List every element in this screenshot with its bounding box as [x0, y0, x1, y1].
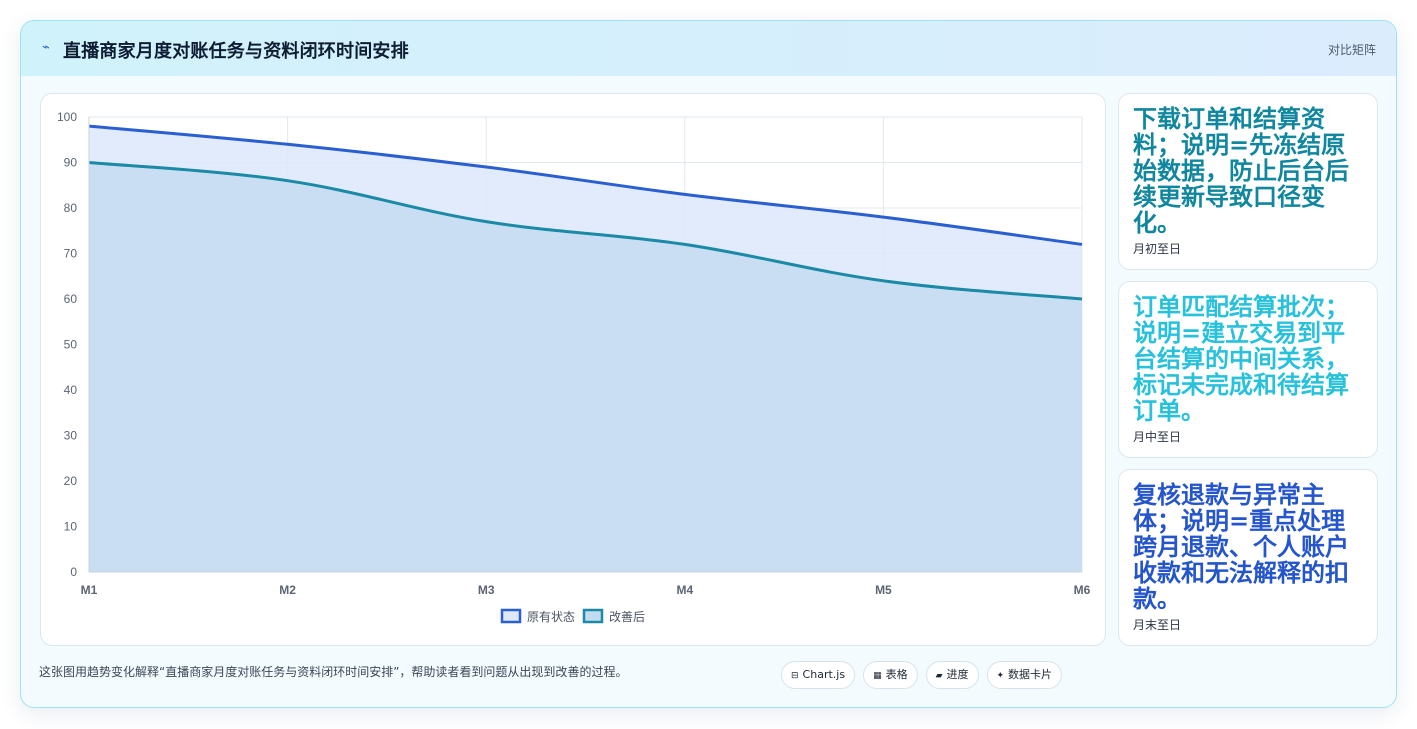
y-tick-label: 60 — [64, 292, 78, 306]
x-tick-label: M4 — [676, 583, 693, 597]
legend-swatch — [500, 608, 522, 624]
main-card: ⌁ 直播商家月度对账任务与资料闭环时间安排 对比矩阵 0 10 20 30 40 50 60… — [20, 20, 1397, 708]
y-tick-label: 40 — [64, 383, 78, 397]
y-tick-label: 10 — [64, 520, 78, 534]
x-tick-label: M1 — [81, 583, 98, 597]
chip-progress[interactable]: ▰ 进度 — [925, 661, 979, 689]
side-card-1: 下载订单和结算资料；说明=先冻结原始数据，防止后台后续更新导致口径变化。 月初至… — [1118, 93, 1378, 270]
chart-panel: 0 10 20 30 40 50 60 70 80 90 100 M1 M2 M3 M4 M5 M6 原有状态 改善… — [40, 93, 1106, 646]
chip-label: 表格 — [885, 668, 908, 681]
chart-icon: ⊟ — [791, 671, 799, 681]
x-tick-label: M2 — [279, 583, 296, 597]
series-line-1 — [88, 124, 1083, 246]
area-chart: 0 10 20 30 40 50 60 70 80 90 100 M1 M2 M3 M4 M5 M6 原有状态 改善… — [57, 110, 1091, 624]
chip-label: 数据卡片 — [1008, 668, 1053, 681]
chip-chartjs[interactable]: ⊟ Chart.js — [781, 661, 856, 689]
side-card-date: 月末至日 — [1133, 618, 1182, 632]
side-card-3: 复核退款与异常主体；说明=重点处理跨月退款、个人账户收款和无法解释的扣款。 月末… — [1118, 469, 1378, 646]
page-title: 直播商家月度对账任务与资料闭环时间安排 — [63, 41, 409, 62]
y-tick-label: 100 — [57, 110, 77, 124]
compare-matrix-link[interactable]: 对比矩阵 — [1327, 43, 1376, 57]
side-card-date: 月初至日 — [1133, 242, 1182, 256]
data-card-icon: ✦ — [996, 671, 1005, 681]
progress-icon: ▰ — [935, 671, 943, 681]
side-card-text: 下载订单和结算资料；说明=先冻结原始数据，防止后台后续更新导致口径变化。 — [1133, 105, 1349, 237]
legend-swatch — [582, 608, 604, 624]
table-icon: ▦ — [873, 671, 882, 681]
y-tick-label: 50 — [64, 338, 78, 352]
legend-label: 原有状态 — [527, 610, 575, 624]
chip-data-card[interactable]: ✦ 数据卡片 — [986, 661, 1063, 689]
chip-table[interactable]: ▦ 表格 — [863, 661, 918, 689]
x-tick-label: M6 — [1074, 583, 1091, 597]
chip-label: 进度 — [946, 668, 969, 681]
y-tick-label: 70 — [64, 247, 78, 261]
x-tick-label: M5 — [875, 583, 892, 597]
chip-label: Chart.js — [802, 668, 846, 681]
side-card-2: 订单匹配结算批次；说明=建立交易到平台结算的中间关系，标记未完成和待结算订单。 … — [1118, 281, 1378, 458]
header-bar: ⌁ 直播商家月度对账任务与资料闭环时间安排 对比矩阵 — [21, 21, 1396, 76]
y-tick-label: 30 — [64, 429, 78, 443]
side-card-text: 复核退款与异常主体；说明=重点处理跨月退款、个人账户收款和无法解释的扣款。 — [1133, 481, 1349, 613]
series-area-2 — [89, 162, 1082, 572]
chart-footnote: 这张图用趋势变化解释“直播商家月度对账任务与资料闭环时间安排”，帮助读者看到问题… — [39, 665, 628, 679]
y-tick-label: 20 — [64, 474, 78, 488]
y-tick-label: 0 — [70, 565, 77, 579]
y-tick-label: 90 — [64, 156, 78, 170]
chip-group: ⊟ Chart.js ▦ 表格 ▰ 进度 ✦ 数据卡片 — [781, 661, 1070, 689]
chart-trend-icon: ⌁ — [42, 40, 50, 55]
side-card-text: 订单匹配结算批次；说明=建立交易到平台结算的中间关系，标记未完成和待结算订单。 — [1133, 293, 1349, 425]
y-tick-label: 80 — [64, 201, 78, 215]
legend-label: 改善后 — [609, 609, 645, 624]
x-tick-label: M3 — [478, 583, 495, 597]
series-line-2 — [88, 161, 1083, 301]
side-card-date: 月中至日 — [1133, 430, 1182, 444]
